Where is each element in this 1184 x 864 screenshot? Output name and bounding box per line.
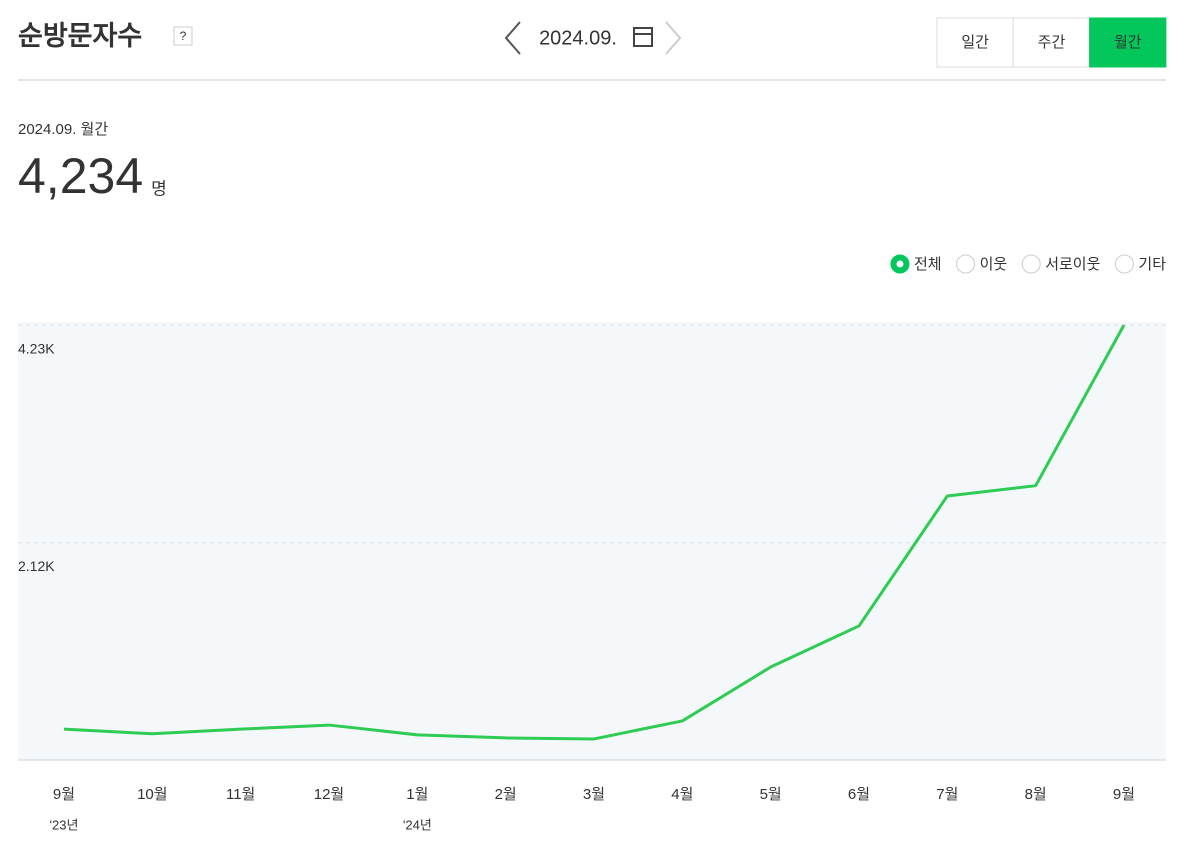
tab-label: 월간 — [1114, 34, 1142, 51]
date-label: 2024.09. — [539, 27, 617, 49]
summary-period: 2024.09. 월간 — [18, 121, 108, 138]
x-tick-label: 10월 — [137, 786, 168, 803]
help-icon[interactable] — [173, 26, 193, 46]
summary-value: 4,234 — [18, 148, 143, 204]
legend: 기타 서로이웃 이웃 전체 — [890, 254, 1166, 274]
chart: 2.12K 4.23K 9월 '23년 10월 11월 12월 1월 '24년 2월 3월 4월 5월 6… — [18, 324, 1166, 832]
legend-label: 서로이웃 — [1045, 256, 1100, 273]
x-tick-label: 8월 — [1025, 786, 1047, 803]
tab-group: 일간 주간 월간 — [936, 17, 1167, 68]
calendar-icon[interactable] — [633, 27, 653, 47]
y-tick-label: 4.23K — [18, 341, 55, 357]
tab[interactable] — [936, 17, 1014, 68]
x-tick-label: 1월 — [406, 786, 428, 803]
legend-label: 전체 — [914, 256, 942, 273]
legend-radio[interactable] — [1021, 254, 1041, 274]
legend-label: 기타 — [1138, 256, 1166, 273]
x-tick-label: 2월 — [495, 786, 517, 803]
x-tick-label: 9월 — [53, 786, 75, 803]
x-tick-label: 7월 — [936, 786, 958, 803]
legend-label: 이웃 — [980, 256, 1008, 273]
x-tick-label: 11월 — [226, 786, 255, 803]
prev-arrow[interactable] — [504, 21, 521, 55]
y-tick-label: 2.12K — [18, 558, 55, 574]
tab[interactable] — [1089, 17, 1167, 68]
tab-label: 주간 — [1038, 34, 1066, 51]
x-tick-label: 5월 — [760, 786, 782, 803]
x-year-label: '23년 — [50, 817, 79, 832]
x-tick-label: 4월 — [671, 786, 693, 803]
x-tick-label: 6월 — [848, 786, 870, 803]
panel-title: 순방문자수 — [18, 21, 142, 51]
next-arrow[interactable] — [665, 21, 682, 55]
legend-radio[interactable] — [956, 254, 976, 274]
legend-radio[interactable] — [1114, 254, 1134, 274]
plot-area — [18, 322, 1166, 760]
x-tick-label: 12월 — [314, 786, 345, 803]
help-text: ? — [180, 29, 187, 43]
x-tick-label: 3월 — [583, 786, 605, 803]
tab[interactable] — [1012, 17, 1091, 68]
line-series — [63, 324, 1126, 741]
x-year-label: '24년 — [403, 817, 432, 832]
x-tick-label: 9월 — [1113, 786, 1135, 803]
legend-radio-dot — [896, 260, 904, 268]
summary-unit: 명 — [151, 179, 167, 198]
tab-label: 일간 — [961, 34, 989, 51]
